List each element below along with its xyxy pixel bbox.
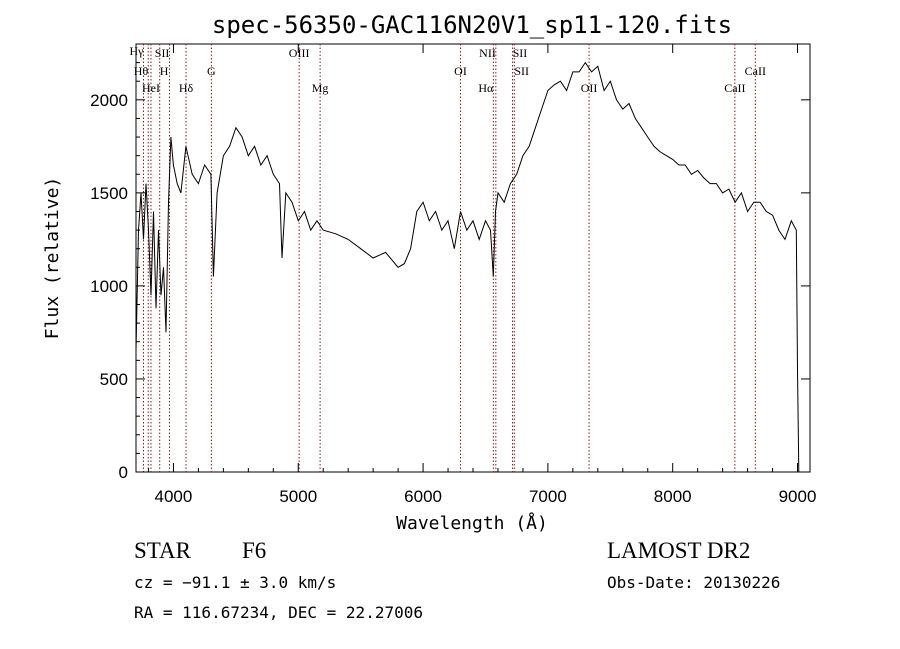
spectral-line-label: SII xyxy=(155,46,170,60)
y-tick-label: 1000 xyxy=(90,277,128,296)
spectral-line-label: HeI xyxy=(142,81,160,95)
spectral-line-label: CaII xyxy=(724,81,745,95)
spectral-line-label: CaII xyxy=(745,64,766,78)
spectral-line-label: SII xyxy=(514,64,529,78)
spectral-line-label: OII xyxy=(581,81,598,95)
object-class: STAR xyxy=(134,538,191,563)
survey-name: LAMOST DR2 xyxy=(607,538,751,563)
x-tick-label: 7000 xyxy=(529,487,567,506)
spectral-line-label: SII xyxy=(513,46,528,60)
spectral-line-label: Hγ xyxy=(130,44,145,58)
x-tick-label: 6000 xyxy=(404,487,442,506)
y-axis-label: Flux (relative) xyxy=(42,177,63,340)
x-tick-label: 4000 xyxy=(155,487,193,506)
spectral-line-label: OIII xyxy=(289,46,310,60)
redshift-text: cz = −91.1 ± 3.0 km/s xyxy=(134,573,337,592)
spectral-line-label: NII xyxy=(479,46,496,60)
plot-frame xyxy=(135,43,811,473)
x-tick-label: 9000 xyxy=(779,487,817,506)
line-markers xyxy=(142,44,756,472)
coordinates-text: RA = 116.67234, DEC = 22.27006 xyxy=(134,603,423,622)
x-tick-label: 8000 xyxy=(654,487,692,506)
spectral-line-label: OI xyxy=(454,64,467,78)
spectral-line-label: Mg xyxy=(312,81,329,95)
x-axis-ticks: 4000 5000 6000 7000 8000 9000 xyxy=(147,44,817,506)
spectral-line-label: Hδ xyxy=(179,81,194,95)
chart-title: spec-56350-GAC116N20V1_sp11-120.fits xyxy=(212,11,732,39)
spectral-line-label: G xyxy=(207,64,216,78)
object-subclass: F6 xyxy=(242,538,267,563)
spectrum-line xyxy=(135,61,800,473)
y-tick-label: 1500 xyxy=(90,184,128,203)
observation-date: Obs-Date: 20130226 xyxy=(607,573,781,592)
x-axis-label: Wavelength (Å) xyxy=(396,512,548,534)
y-tick-label: 2000 xyxy=(90,91,128,110)
spectral-line-label: Hθ xyxy=(134,64,149,78)
spectral-line-label: Hα xyxy=(478,81,494,95)
y-tick-label: 500 xyxy=(100,370,128,389)
y-axis-ticks: 0 500 1000 1500 2000 xyxy=(90,62,810,482)
x-tick-label: 5000 xyxy=(279,487,317,506)
spectral-line-label: H xyxy=(160,64,169,78)
y-tick-label: 0 xyxy=(119,463,128,482)
